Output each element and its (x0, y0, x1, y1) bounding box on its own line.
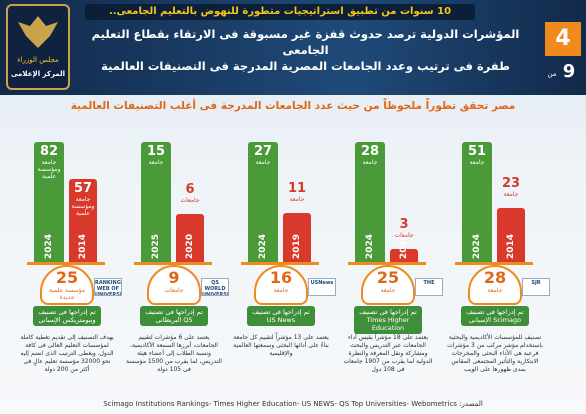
bar-unit: جامعة (148, 159, 164, 166)
page-total: 9 (562, 61, 576, 82)
source: المصدر: Scimago Institutions Rankings- T… (103, 400, 483, 408)
bar-value: 51 (467, 144, 487, 159)
bar-label: 11 جامعة (281, 179, 313, 204)
count-text: تم إدراجها فى تصنيف QS البريطانى (140, 306, 208, 326)
bar-label: 3 جامعات (388, 215, 420, 240)
count-value: 16 (269, 268, 293, 287)
page-number: 4 (545, 22, 581, 56)
ranking-logo: THE (415, 278, 443, 296)
bar-value: 82 (39, 144, 59, 159)
bar-value: 15 (146, 144, 166, 159)
bar-unit: جامعة (469, 159, 485, 166)
year: 2024 (365, 233, 375, 259)
logo-eagle (18, 16, 58, 48)
bar-earlier: 2020 (176, 214, 204, 262)
year: 2025 (151, 233, 161, 259)
year: 2020 (185, 233, 195, 259)
count-unit: مؤسسة علمية جديدة (49, 287, 85, 301)
base-line (348, 262, 426, 265)
count-circle: 28 جامعة (468, 265, 522, 305)
count-value: 9 (168, 268, 180, 287)
banner: 10 سنوات من تطبيق استراتيجيات متطورة للن… (85, 4, 475, 20)
year: 2014 (506, 233, 516, 259)
year: 2024 (44, 233, 54, 259)
description: يعتمد على 18 مؤشراً يقيس أداء الجامعات ع… (343, 334, 433, 373)
base-line (241, 262, 319, 265)
bar-value: 11 (287, 181, 307, 197)
bar-unit: جامعات (180, 197, 200, 204)
base-line (27, 262, 105, 265)
bar-earlier: 57 جامعة ومؤسسة علمية 2014 (69, 178, 97, 262)
bar-label: 6 جامعات (174, 180, 206, 205)
logo-text: المركز الإعلامى (10, 70, 66, 78)
count-value: 25 (376, 268, 400, 287)
count-value: 28 (483, 268, 507, 287)
bar-unit: جامعة (503, 190, 519, 198)
count-value: 25 (55, 268, 79, 287)
bar-unit: جامعة (362, 159, 378, 166)
count-text: تم إدراجها فى تصنيف ويبومتريكس الإسبانى (33, 306, 101, 326)
bar-unit: جامعة (255, 159, 271, 166)
count-unit: جامعات (164, 287, 184, 294)
bar-label: 23 جامعة (495, 174, 527, 198)
year: 2024 (472, 233, 482, 259)
description: يهدف التصنيف إلى تقديم تغطية كاملة لمؤسس… (20, 334, 114, 373)
count-unit: جامعة (380, 287, 396, 294)
bar-unit: جامعات (394, 232, 414, 240)
description: تصنيف للمؤسسات الأكاديمية والبحثية باستخ… (447, 334, 543, 373)
subtitle: مصر تحقق تطوراً ملحوظاً من حيث عدد الجام… (70, 100, 516, 112)
bar-latest: 51 جامعة 2024 (462, 142, 492, 262)
base-line (134, 262, 212, 265)
description: يعتمد على 6 مؤشرات لتقييم الجامعات، أبرز… (126, 334, 222, 373)
logo: مجلس الوزراء المركز الإعلامى (6, 4, 70, 90)
bar-value: 6 (185, 182, 195, 197)
bar-latest: 27 جامعة 2024 (248, 142, 278, 262)
bar-latest: 15 جامعة 2025 (141, 142, 171, 262)
bar-latest: 28 جامعة 2024 (355, 142, 385, 262)
year: 2019 (292, 233, 302, 259)
count-text: تم إدراجها فى تصنيف US News (247, 306, 315, 326)
bar-value: 27 (253, 144, 273, 159)
count-circle: 16 جامعة (254, 265, 308, 305)
count-circle: 25 جامعة (361, 265, 415, 305)
count-unit: جامعة (273, 287, 289, 294)
ranking-logo: RANKING WEB OF UNIVERSITIES (94, 278, 122, 296)
bar-value: 28 (360, 144, 380, 159)
bar-latest: 82 جامعة ومؤسسة علمية 2024 (34, 142, 64, 262)
bar-earlier: 2019 (283, 213, 311, 262)
count-text: تم إدراجها فى تصنيف Scimago الإسبانى (461, 306, 529, 326)
count-text: تم إدراجها فى تصنيف Times Higher Educati… (354, 306, 422, 334)
count-circle: 25 مؤسسة علمية جديدة (40, 265, 94, 305)
bar-value: 3 (399, 217, 409, 233)
base-line (455, 262, 533, 265)
year: 2024 (258, 233, 268, 259)
bar-earlier: 2016 (390, 234, 418, 262)
bar-value: 57 (73, 180, 93, 196)
page-of: من (547, 70, 557, 78)
description: يعتمد على 13 مؤشراً لتقييم كل جامعة بناء… (233, 334, 329, 357)
bar-unit: جامعة (289, 196, 305, 204)
ranking-logo: SJR (522, 278, 550, 296)
count-unit: جامعة (487, 287, 503, 294)
bar-earlier: 2014 (497, 207, 525, 262)
bar-unit: جامعة ومؤسسة علمية (71, 195, 95, 217)
logo-text: مجلس الوزراء (17, 56, 59, 64)
bar-unit: جامعة ومؤسسة علمية (37, 159, 61, 180)
title-line: طفرة فى ترتيب وعدد الجامعات المصرية المد… (101, 59, 510, 73)
title-line: المؤشرات الدولية ترصد حدوث قفزة غير مسبو… (91, 27, 520, 57)
ranking-logo: USNews (308, 278, 336, 296)
count-circle: 9 جامعات (147, 265, 201, 305)
bar-value: 23 (501, 175, 521, 191)
ranking-logo: QS WORLD UNIVERSITY RANKINGS (201, 278, 229, 296)
year: 2014 (78, 233, 88, 259)
